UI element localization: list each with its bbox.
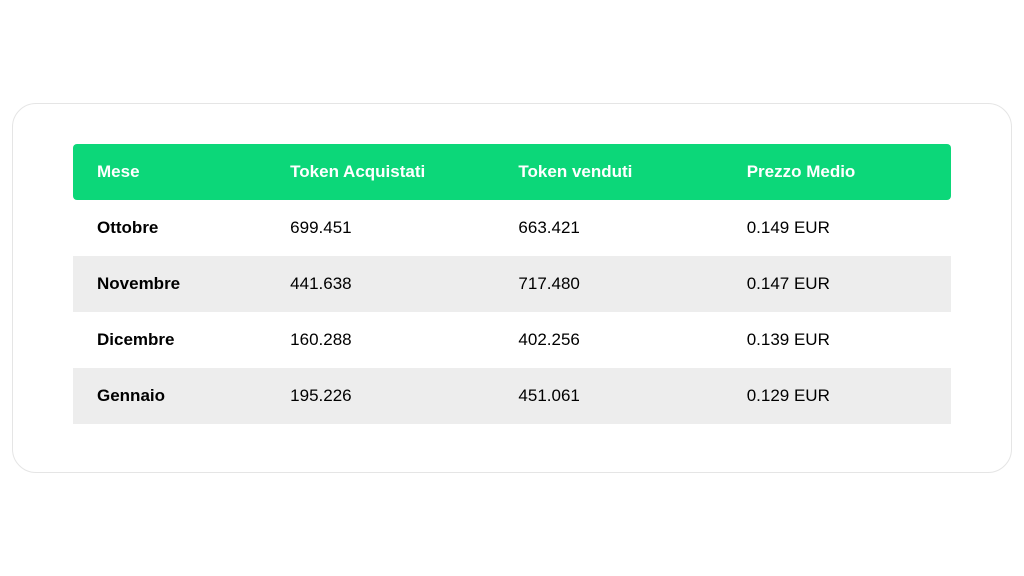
col-header-mese: Mese bbox=[73, 144, 266, 200]
cell-mese: Novembre bbox=[73, 256, 266, 312]
table-row: Ottobre 699.451 663.421 0.149 EUR bbox=[73, 200, 951, 256]
table-card: Mese Token Acquistati Token venduti Prez… bbox=[12, 103, 1012, 473]
col-header-acquistati: Token Acquistati bbox=[266, 144, 494, 200]
col-header-venduti: Token venduti bbox=[494, 144, 722, 200]
col-header-prezzo: Prezzo Medio bbox=[723, 144, 951, 200]
cell-prezzo: 0.149 EUR bbox=[723, 200, 951, 256]
cell-venduti: 663.421 bbox=[494, 200, 722, 256]
cell-venduti: 451.061 bbox=[494, 368, 722, 424]
table-row: Gennaio 195.226 451.061 0.129 EUR bbox=[73, 368, 951, 424]
cell-venduti: 717.480 bbox=[494, 256, 722, 312]
cell-acquistati: 160.288 bbox=[266, 312, 494, 368]
cell-acquistati: 699.451 bbox=[266, 200, 494, 256]
table-row: Dicembre 160.288 402.256 0.139 EUR bbox=[73, 312, 951, 368]
cell-venduti: 402.256 bbox=[494, 312, 722, 368]
table-row: Novembre 441.638 717.480 0.147 EUR bbox=[73, 256, 951, 312]
table-header-row: Mese Token Acquistati Token venduti Prez… bbox=[73, 144, 951, 200]
cell-prezzo: 0.139 EUR bbox=[723, 312, 951, 368]
cell-mese: Gennaio bbox=[73, 368, 266, 424]
cell-acquistati: 441.638 bbox=[266, 256, 494, 312]
cell-mese: Ottobre bbox=[73, 200, 266, 256]
token-table: Mese Token Acquistati Token venduti Prez… bbox=[73, 144, 951, 424]
cell-mese: Dicembre bbox=[73, 312, 266, 368]
cell-acquistati: 195.226 bbox=[266, 368, 494, 424]
cell-prezzo: 0.129 EUR bbox=[723, 368, 951, 424]
cell-prezzo: 0.147 EUR bbox=[723, 256, 951, 312]
